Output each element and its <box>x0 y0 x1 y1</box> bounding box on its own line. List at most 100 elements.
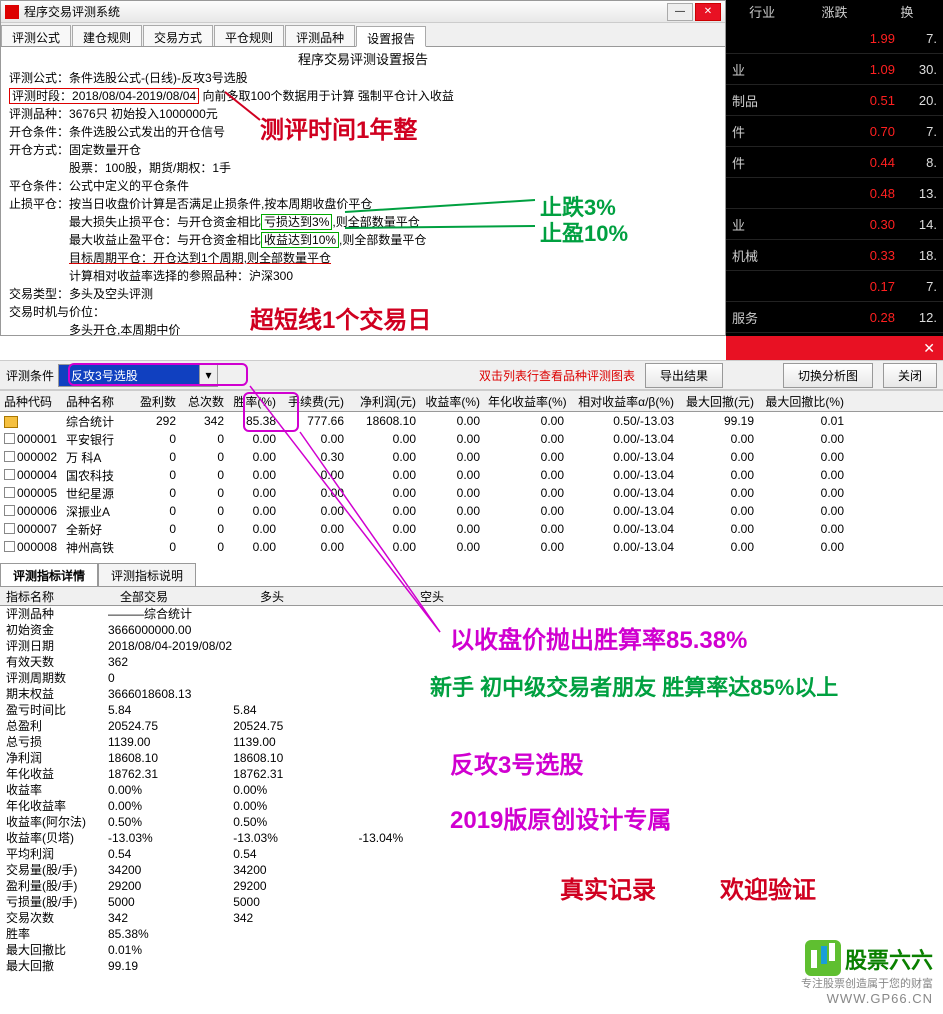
col-header[interactable]: 手续费(元) <box>280 393 348 410</box>
table-row[interactable]: 000004国农科技000.000.000.000.000.000.00/-13… <box>0 466 943 484</box>
checkbox-icon[interactable] <box>4 433 15 444</box>
logo-icon <box>805 940 841 976</box>
col-header[interactable]: 最大回撤(元) <box>678 393 758 410</box>
site-logo: 股票六六 专注股票创造属于您的财富 WWW.GP66.CN <box>801 932 933 1006</box>
app-icon <box>5 5 19 19</box>
detail-header: 指标名称 全部交易 多头 空头 <box>0 586 943 606</box>
tab-0[interactable]: 评测公式 <box>1 25 71 46</box>
annotation-strategy: 反攻3号选股 <box>450 745 583 780</box>
table-row[interactable]: 000002万 科A000.000.300.000.000.000.00/-13… <box>0 448 943 466</box>
side-row[interactable]: 0.177. <box>726 271 943 302</box>
annotation-record: 真实记录 <box>560 870 656 905</box>
table-row[interactable]: 000007全新好000.000.000.000.000.000.00/-13.… <box>0 520 943 538</box>
side-row[interactable]: 件0.448. <box>726 147 943 178</box>
detail-row: 总盈利20524.7520524.75 <box>0 718 430 734</box>
detail-tabs: 评测指标详情 评测指标说明 <box>0 563 196 588</box>
detail-row: 平均利润0.540.54 <box>0 846 430 862</box>
detail-row: 最大回撤比0.01% <box>0 942 430 958</box>
close-icon: ✕ <box>923 340 943 357</box>
col-header[interactable]: 相对收益率α/β(%) <box>568 393 678 410</box>
result-table: 品种代码品种名称盈利数总次数胜率(%)手续费(元)净利润(元)收益率(%)年化收… <box>0 390 943 556</box>
detail-row: 最大回撤99.19 <box>0 958 430 974</box>
detail-row: 收益率0.00%0.00% <box>0 782 430 798</box>
cond-label: 评测条件 <box>6 367 54 384</box>
tab-3[interactable]: 平仓规则 <box>214 25 284 46</box>
detail-row: 年化收益18762.3118762.31 <box>0 766 430 782</box>
side-row[interactable]: 0.4813. <box>726 178 943 209</box>
detail-row: 评测周期数0 <box>0 670 430 686</box>
col-header[interactable]: 净利润(元) <box>348 393 420 410</box>
detail-tab-values[interactable]: 评测指标详情 <box>0 563 98 588</box>
col-header[interactable]: 胜率(%) <box>228 393 280 410</box>
detail-row: 年化收益率0.00%0.00% <box>0 798 430 814</box>
detail-row: 评测日期2018/08/04-2019/08/02 <box>0 638 430 654</box>
export-button[interactable]: 导出结果 <box>645 363 723 388</box>
app-title: 程序交易评测系统 <box>24 3 667 20</box>
checkbox-icon[interactable] <box>4 451 15 462</box>
detail-row: 净利润18608.1018608.10 <box>0 750 430 766</box>
side-row[interactable]: 制品0.5120. <box>726 85 943 116</box>
detail-row: 收益率(贝塔)-13.03%-13.03%-13.04% <box>0 830 430 846</box>
col-header[interactable]: 年化收益率(%) <box>484 393 568 410</box>
checkbox-icon[interactable] <box>4 487 15 498</box>
detail-row: 交易次数342342 <box>0 910 430 926</box>
close-panel-button[interactable]: 关闭 <box>883 363 937 388</box>
col-header[interactable]: 最大回撤比(%) <box>758 393 848 410</box>
col-header[interactable]: 品种名称 <box>62 393 132 410</box>
detail-row: 亏损量(股/手)50005000 <box>0 894 430 910</box>
close-button[interactable]: ✕ <box>695 3 721 21</box>
detail-row: 评测品种———综合统计 <box>0 606 430 622</box>
strategy-select[interactable]: 反攻3号选股 ▾ <box>58 364 218 387</box>
checkbox-icon[interactable] <box>4 505 15 516</box>
annotation-beginner: 新手 初中级交易者朋友 胜算率达85%以上 <box>430 670 838 702</box>
minimize-button[interactable]: — <box>667 3 693 21</box>
annotation-verify: 欢迎验证 <box>720 870 816 905</box>
detail-row: 盈亏时间比5.845.84 <box>0 702 430 718</box>
side-row[interactable]: 件0.707. <box>726 116 943 147</box>
side-row[interactable]: 机械0.3318. <box>726 240 943 271</box>
report-title: 程序交易评测设置报告 <box>9 51 717 69</box>
report-body: 程序交易评测设置报告 评测公式：条件选股公式-(日线)-反攻3号选股 评测时段：… <box>1 47 725 335</box>
side-row[interactable]: 业1.0930. <box>726 54 943 85</box>
col-header[interactable]: 盈利数 <box>132 393 180 410</box>
side-row[interactable]: 服务0.2812. <box>726 302 943 333</box>
main-window: 程序交易评测系统 — ✕ 评测公式建仓规则交易方式平仓规则评测品种设置报告 程序… <box>0 0 726 336</box>
table-row[interactable]: 000001平安银行000.000.000.000.000.000.00/-13… <box>0 430 943 448</box>
detail-row: 交易量(股/手)3420034200 <box>0 862 430 878</box>
table-row[interactable]: 综合统计29234285.38777.6618608.100.000.000.5… <box>0 412 943 430</box>
hl-period: 评测时段：2018/08/04-2019/08/04 <box>9 88 199 104</box>
annotation-winrate: 以收盘价抛出胜算率85.38% <box>450 620 747 655</box>
table-row[interactable]: 000006深振业A000.000.000.000.000.000.00/-13… <box>0 502 943 520</box>
col-header[interactable]: 收益率(%) <box>420 393 484 410</box>
detail-row: 期末权益3666018608.13 <box>0 686 430 702</box>
detail-tab-desc[interactable]: 评测指标说明 <box>98 563 196 588</box>
table-row[interactable]: 000008神州高铁000.000.000.000.000.000.00/-13… <box>0 538 943 556</box>
side-row[interactable]: 业0.3014. <box>726 209 943 240</box>
condition-bar: 评测条件 反攻3号选股 ▾ 双击列表行查看品种评测图表 导出结果 切换分析图 关… <box>0 360 943 390</box>
folder-icon <box>4 416 18 428</box>
detail-body: 评测品种———综合统计初始资金3666000000.00评测日期2018/08/… <box>0 606 430 974</box>
side-header: 行业 涨跌 换 <box>726 0 943 23</box>
switch-chart-button[interactable]: 切换分析图 <box>783 363 873 388</box>
table-row[interactable]: 000005世纪星源000.000.000.000.000.000.00/-13… <box>0 484 943 502</box>
checkbox-icon[interactable] <box>4 541 15 552</box>
tab-2[interactable]: 交易方式 <box>143 25 213 46</box>
side-panel: 行业 涨跌 换 1.997.业1.0930.制品0.5120.件0.707.件0… <box>726 0 943 364</box>
checkbox-icon[interactable] <box>4 469 15 480</box>
chevron-down-icon: ▾ <box>199 365 217 386</box>
hint-text: 双击列表行查看品种评测图表 <box>479 367 635 384</box>
col-header[interactable]: 品种代码 <box>0 393 62 410</box>
hl-stoploss: 亏损达到3% <box>261 214 332 230</box>
titlebar: 程序交易评测系统 — ✕ <box>1 1 725 23</box>
annotation-version: 2019版原创设计专属 <box>450 800 671 835</box>
panel-close-bar[interactable]: ✕ <box>726 336 943 360</box>
tab-strip: 评测公式建仓规则交易方式平仓规则评测品种设置报告 <box>1 23 725 47</box>
tab-4[interactable]: 评测品种 <box>285 25 355 46</box>
checkbox-icon[interactable] <box>4 523 15 534</box>
tab-1[interactable]: 建仓规则 <box>72 25 142 46</box>
tab-5[interactable]: 设置报告 <box>356 26 426 47</box>
detail-row: 初始资金3666000000.00 <box>0 622 430 638</box>
col-header[interactable]: 总次数 <box>180 393 228 410</box>
side-row[interactable]: 1.997. <box>726 23 943 54</box>
detail-row: 收益率(阿尔法)0.50%0.50% <box>0 814 430 830</box>
